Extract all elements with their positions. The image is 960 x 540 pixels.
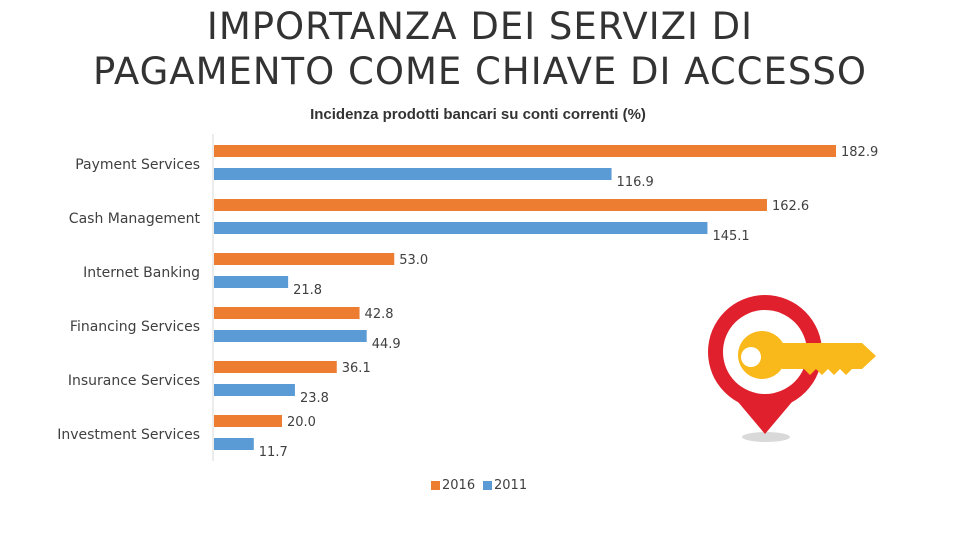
data-label-2016: 53.0 <box>399 253 428 268</box>
slide-title: IMPORTANZA DEI SERVIZI DI PAGAMENTO COME… <box>0 4 960 94</box>
category-label: Financing Services <box>70 319 200 335</box>
bars-group: Payment Services 182.9 116.9 Cash Managemen… <box>57 145 878 460</box>
chart-title: Incidenza prodotti bancari su conti corr… <box>310 106 646 123</box>
key-bow <box>738 331 786 379</box>
bar-2016 <box>214 361 337 373</box>
data-label-2011: 21.8 <box>293 283 322 298</box>
data-label-2011: 23.8 <box>300 391 329 406</box>
bar-2011 <box>214 222 708 234</box>
category-label: Internet Banking <box>83 265 200 281</box>
bar-2011 <box>214 276 289 288</box>
data-label-2011: 116.9 <box>617 175 654 190</box>
data-label-2011: 11.7 <box>259 445 288 460</box>
legend-label-2016: 2016 <box>442 478 475 493</box>
data-label-2016: 182.9 <box>841 145 878 160</box>
bar-2016 <box>214 253 395 265</box>
data-label-2016: 42.8 <box>365 307 394 322</box>
category-label: Insurance Services <box>68 373 200 389</box>
data-label-2016: 20.0 <box>287 415 316 430</box>
data-label-2016: 36.1 <box>342 361 371 376</box>
bar-2011 <box>214 168 612 180</box>
key-bow-hole <box>741 347 761 367</box>
legend-swatch-2011 <box>483 481 492 490</box>
bar-2011 <box>214 384 295 396</box>
bar-2011 <box>214 438 254 450</box>
data-label-2011: 44.9 <box>372 337 401 352</box>
data-label-2016: 162.6 <box>772 199 809 214</box>
bar-2016 <box>214 199 767 211</box>
category-label: Payment Services <box>75 157 200 173</box>
bar-2016 <box>214 415 283 427</box>
data-label-2011: 145.1 <box>712 229 749 244</box>
key-blade <box>782 343 876 375</box>
pin-shadow <box>742 432 790 442</box>
slide-title-line-2: PAGAMENTO COME CHIAVE DI ACCESSO <box>92 50 867 93</box>
category-label: Cash Management <box>69 211 201 227</box>
legend-swatch-2016 <box>431 481 440 490</box>
legend-label-2011: 2011 <box>494 478 527 493</box>
bar-2016 <box>214 145 836 157</box>
legend: 2016 2011 <box>431 478 527 493</box>
category-label: Investment Services <box>57 427 200 443</box>
slide-title-line-1: IMPORTANZA DEI SERVIZI DI <box>206 5 754 48</box>
key-location-pin-icon <box>708 295 876 442</box>
pin-tip <box>733 396 797 434</box>
bar-2016 <box>214 307 360 319</box>
bar-2011 <box>214 330 367 342</box>
